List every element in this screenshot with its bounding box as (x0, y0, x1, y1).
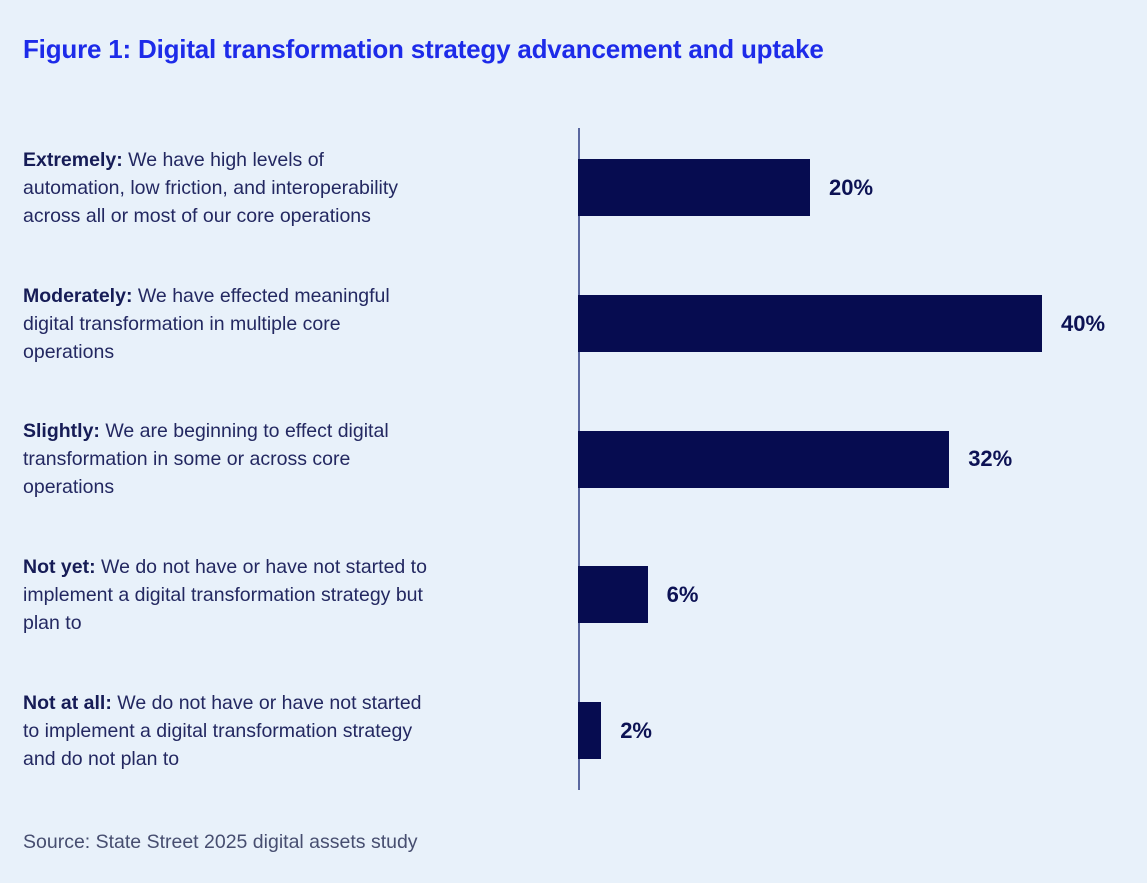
chart-row: Not at all: We do not have or have not s… (23, 663, 1147, 799)
value-label: 32% (968, 446, 1013, 472)
category-label: Not at all: We do not have or have not s… (23, 689, 578, 773)
chart-row: Extremely: We have high levels of automa… (23, 120, 1147, 256)
value-label: 6% (666, 581, 699, 607)
category-label-text: Extremely: We have high levels of automa… (23, 146, 428, 230)
category-text: We have effected meaningful digital tran… (23, 284, 390, 363)
value-bar (578, 295, 1042, 353)
value-bar (578, 702, 602, 760)
category-text: We have high levels of automation, low f… (23, 148, 399, 227)
figure-title: Figure 1: Digital transformation strateg… (23, 34, 824, 64)
category-text: We are beginning to effect digital trans… (23, 420, 389, 499)
category-label-text: Moderately: We have effected meaningful … (23, 282, 428, 366)
category-lead: Not yet: (23, 555, 96, 578)
category-label-text: Not at all: We do not have or have not s… (23, 689, 428, 773)
chart-row: Moderately: We have effected meaningful … (23, 256, 1147, 392)
chart-rows: Extremely: We have high levels of automa… (23, 120, 1147, 798)
value-bar (578, 159, 810, 217)
value-label: 40% (1061, 310, 1106, 336)
bar-track: 6% (578, 566, 1147, 624)
bar-track: 2% (578, 702, 1147, 760)
category-text: We do not have or have not started to im… (23, 691, 422, 770)
category-lead: Moderately: (23, 284, 133, 307)
value-bar (578, 430, 950, 488)
bar-chart: Extremely: We have high levels of automa… (23, 120, 1147, 798)
category-label: Not yet: We do not have or have not star… (23, 553, 578, 637)
category-label-text: Slightly: We are beginning to effect dig… (23, 417, 428, 501)
chart-row: Not yet: We do not have or have not star… (23, 527, 1147, 663)
category-label: Extremely: We have high levels of automa… (23, 146, 578, 230)
value-bar (578, 566, 648, 624)
category-label: Slightly: We are beginning to effect dig… (23, 417, 578, 501)
category-lead: Extremely: (23, 148, 123, 171)
category-lead: Slightly: (23, 420, 100, 443)
bar-track: 20% (578, 159, 1147, 217)
category-lead: Not at all: (23, 691, 112, 714)
value-label: 2% (620, 717, 652, 743)
source-note: Source: State Street 2025 digital assets… (23, 831, 418, 853)
bar-track: 40% (578, 295, 1147, 353)
category-text: We do not have or have not started to im… (23, 555, 427, 634)
category-label-text: Not yet: We do not have or have not star… (23, 553, 428, 637)
value-label: 20% (829, 174, 874, 200)
bar-track: 32% (578, 430, 1147, 488)
chart-row: Slightly: We are beginning to effect dig… (23, 391, 1147, 527)
category-label: Moderately: We have effected meaningful … (23, 282, 578, 366)
